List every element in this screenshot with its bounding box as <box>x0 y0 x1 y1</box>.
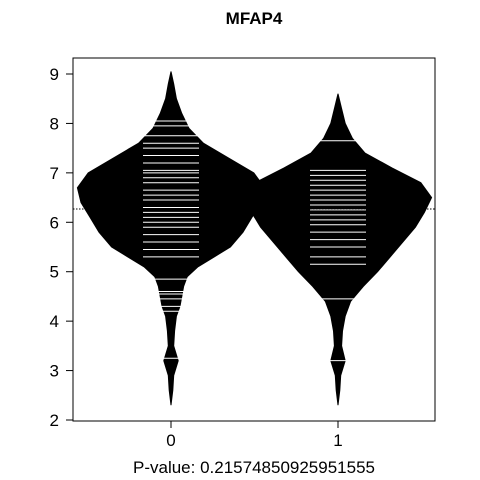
y-tick-label: 9 <box>50 65 59 84</box>
bean-1 <box>243 93 433 406</box>
y-tick-label: 2 <box>50 411 59 430</box>
plot-frame <box>72 57 436 422</box>
x-tick-label: 0 <box>166 431 175 450</box>
y-tick-label: 3 <box>50 362 59 381</box>
y-tick-label: 6 <box>50 213 59 232</box>
bean-0 <box>76 71 266 406</box>
plot-area <box>73 71 435 406</box>
y-tick-label: 4 <box>50 312 59 331</box>
chart-title: MFAP4 <box>226 9 283 28</box>
x-axis-label: P-value: 0.21574850925951555 <box>133 458 375 477</box>
y-tick-label: 5 <box>50 263 59 282</box>
x-tick-label: 1 <box>333 431 342 450</box>
y-tick-label: 8 <box>50 114 59 133</box>
y-tick-label: 7 <box>50 164 59 183</box>
axes: 2 3 4 5 6 7 8 9 0 1 <box>50 57 436 450</box>
